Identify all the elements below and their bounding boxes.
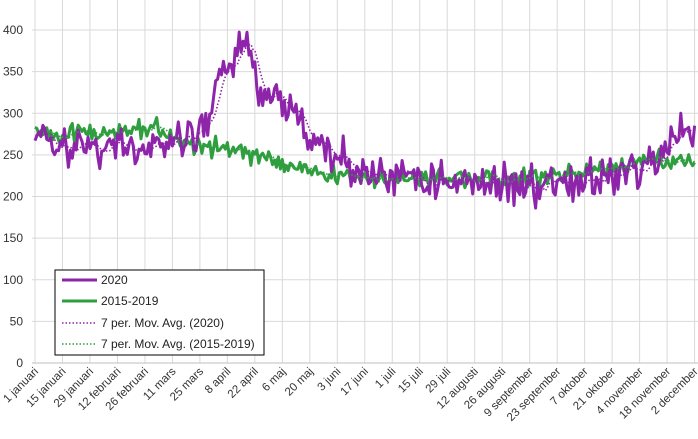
series-line-7-per-mov-avg-2020 — [46, 43, 696, 192]
y-tick-label: 200 — [3, 190, 23, 204]
y-tick-label: 300 — [3, 106, 23, 120]
y-tick-label: 0 — [16, 356, 23, 370]
x-tick-label: 15 juli — [396, 366, 426, 396]
legend-box — [54, 269, 265, 356]
legend-label-ma-2020: 7 per. Mov. Avg. (2020) — [101, 316, 224, 330]
series-line-7-per-mov-avg-2015-2019 — [46, 126, 695, 183]
y-tick-label: 100 — [3, 273, 23, 287]
legend-label-2020: 2020 — [101, 273, 128, 287]
y-tick-label: 350 — [3, 65, 23, 79]
x-tick-label: 1 juli — [373, 366, 398, 391]
series-lines — [33, 30, 697, 210]
y-tick-label: 400 — [3, 23, 23, 37]
x-tick-label: 20 maj — [283, 366, 316, 399]
legend-label-2015-2019: 2015-2019 — [101, 294, 159, 308]
legend: 2020 2015-2019 7 per. Mov. Avg. (2020) 7… — [54, 269, 265, 356]
x-tick-label: 22 april — [226, 366, 261, 401]
y-tick-label: 150 — [3, 231, 23, 245]
x-tick-label: 17 juni — [338, 366, 370, 398]
y-axis-ticks: 0 50 100 150 200 250 300 350 400 — [3, 23, 23, 370]
y-tick-label: 250 — [3, 148, 23, 162]
y-tick-label: 50 — [10, 314, 24, 328]
legend-label-ma-2015-2019: 7 per. Mov. Avg. (2015-2019) — [101, 337, 255, 351]
series-line-2020 — [33, 30, 697, 210]
